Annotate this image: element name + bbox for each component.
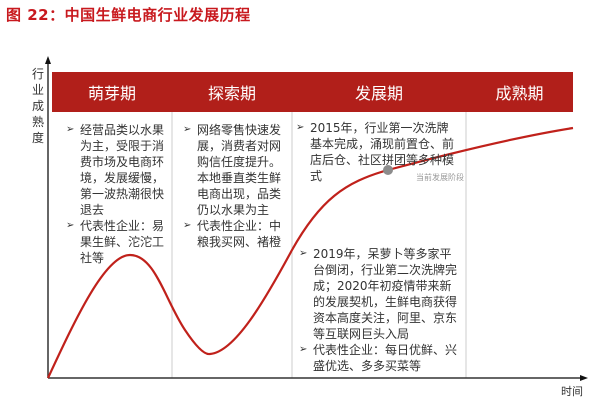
- desc-text: 2019年，呆萝卜等多家平台倒闭，行业第二次洗牌完成；2020年初疫情带来新的发…: [313, 247, 458, 341]
- y-label-char: 成: [31, 99, 44, 113]
- current-stage-label: 当前发展阶段: [416, 173, 464, 182]
- desc-text: 网络零售快速发展，消费者对网购信任度提升。本地垂直类生鲜电商出现，品类仍以水果为…: [197, 123, 282, 217]
- desc-item: ➢ 网络零售快速发展，消费者对网购信任度提升。本地垂直类生鲜电商出现，品类仍以水果…: [183, 122, 285, 218]
- y-label-char: 业: [31, 83, 44, 97]
- bullet-arrow-icon: ➢: [299, 344, 308, 355]
- desc-item: ➢ 2015年，行业第一次洗牌基本完成，涌现前置仓、前店后仓、社区拼团等多种模式: [296, 120, 456, 184]
- bullet-arrow-icon: ➢: [183, 220, 192, 231]
- bullet-arrow-icon: ➢: [66, 124, 75, 135]
- desc-text: 代表性企业：中粮我买网、褚橙: [197, 219, 282, 249]
- bullet-arrow-icon: ➢: [299, 248, 308, 259]
- desc-item: ➢ 经营品类以水果为主，受限于消费市场及电商环境，发展缓慢，第一波热潮很快退去: [66, 122, 168, 218]
- y-label-char: 度: [31, 131, 44, 145]
- desc-text: 经营品类以水果为主，受限于消费市场及电商环境，发展缓慢，第一波热潮很快退去: [80, 123, 165, 217]
- y-axis-arrow-icon: [45, 56, 51, 64]
- y-label-char: 行: [31, 67, 44, 81]
- desc-text: 代表性企业：易果生鲜、沱沱工社等: [80, 219, 165, 265]
- desc-text: 代表性企业：每日优鲜、兴盛优选、多多买菜等: [313, 343, 458, 373]
- development-description-bottom: ➢ 2019年，呆萝卜等多家平台倒闭，行业第二次洗牌完成；2020年初疫情带来新的…: [299, 246, 459, 374]
- desc-text: 2015年，行业第一次洗牌基本完成，涌现前置仓、前店后仓、社区拼团等多种模式: [310, 121, 455, 183]
- x-axis-label: 时间: [561, 385, 583, 398]
- bullet-arrow-icon: ➢: [183, 124, 192, 135]
- x-axis-arrow-icon: [580, 375, 588, 381]
- budding-description: ➢ 经营品类以水果为主，受限于消费市场及电商环境，发展缓慢，第一波热潮很快退去 ➢…: [66, 122, 168, 266]
- current-stage-marker: [383, 165, 393, 175]
- phase-budding: 萌芽期: [87, 84, 136, 103]
- exploration-description: ➢ 网络零售快速发展，消费者对网购信任度提升。本地垂直类生鲜电商出现，品类仍以水果…: [183, 122, 285, 250]
- y-axis-label: 行 业 成 熟 度: [31, 66, 45, 146]
- phase-maturity: 成熟期: [495, 84, 544, 103]
- desc-item: ➢ 代表性企业：中粮我买网、褚橙: [183, 218, 285, 250]
- desc-item: ➢ 2019年，呆萝卜等多家平台倒闭，行业第二次洗牌完成；2020年初疫情带来新的…: [299, 246, 459, 342]
- phase-header: 萌芽期 探索期 发展期 成熟期: [52, 72, 573, 112]
- bullet-arrow-icon: ➢: [66, 220, 75, 231]
- phase-development: 发展期: [354, 84, 403, 103]
- desc-item: ➢ 代表性企业：易果生鲜、沱沱工社等: [66, 218, 168, 266]
- maturity-curve: [47, 126, 574, 379]
- desc-item: ➢ 代表性企业：每日优鲜、兴盛优选、多多买菜等: [299, 342, 459, 374]
- figure-title: 图 22：中国生鲜电商行业发展历程: [6, 6, 251, 24]
- y-label-char: 熟: [31, 115, 44, 129]
- development-description-top: ➢ 2015年，行业第一次洗牌基本完成，涌现前置仓、前店后仓、社区拼团等多种模式: [296, 120, 456, 184]
- bullet-arrow-icon: ➢: [296, 122, 305, 133]
- phase-exploration: 探索期: [207, 84, 256, 103]
